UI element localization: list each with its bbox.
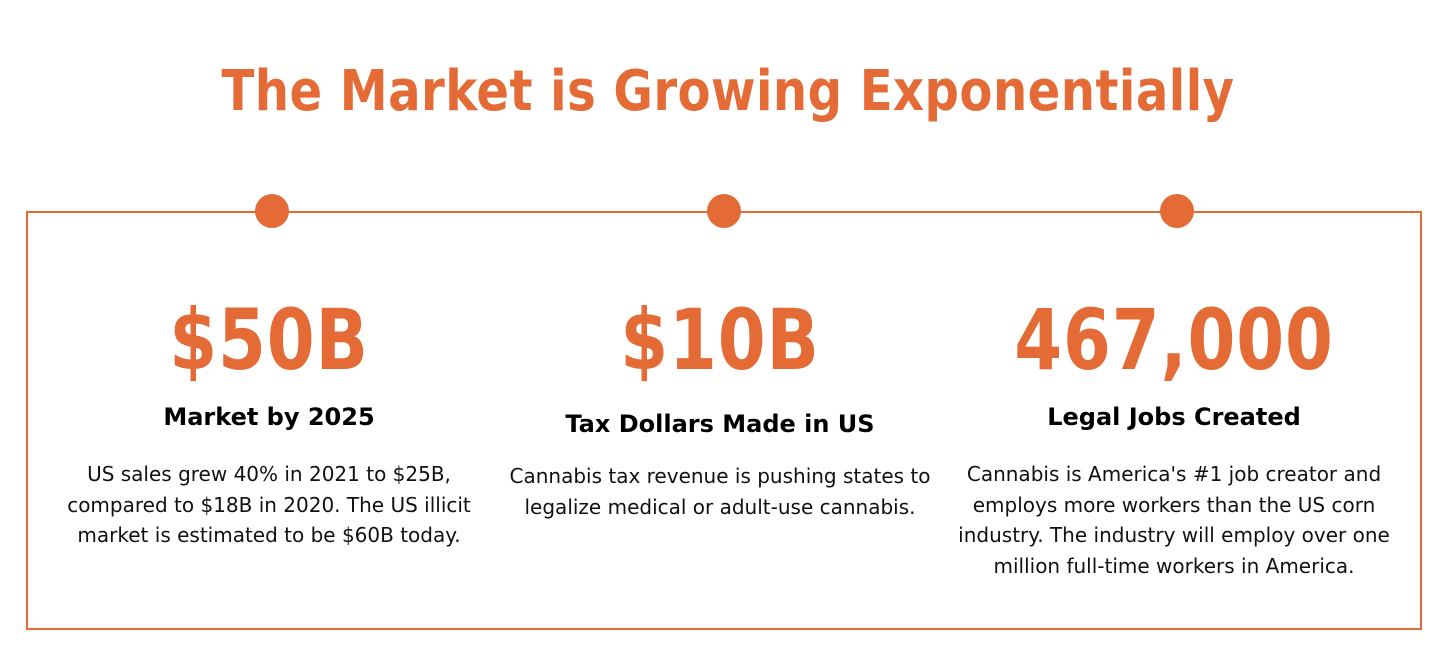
stat-description-market: US sales grew 40% in 2021 to $25B, compa…: [67, 462, 471, 547]
timeline-dot-3: [1160, 194, 1194, 228]
stat-value-tax: $10B: [620, 291, 820, 389]
stat-description-tax: Cannabis tax revenue is pushing states t…: [509, 464, 931, 519]
timeline-dot-1: [255, 194, 289, 228]
stat-label-market: Market by 2025: [163, 403, 375, 431]
stat-value-market: $50B: [169, 291, 369, 389]
stat-description-jobs: Cannabis is America's #1 job creator and…: [958, 462, 1390, 578]
page-title: The Market is Growing Exponentially: [221, 59, 1235, 124]
stat-value-jobs: 467,000: [1014, 291, 1334, 389]
stat-label-tax: Tax Dollars Made in US: [565, 410, 875, 438]
timeline-dot-2: [707, 194, 741, 228]
stat-label-jobs: Legal Jobs Created: [1047, 403, 1301, 431]
